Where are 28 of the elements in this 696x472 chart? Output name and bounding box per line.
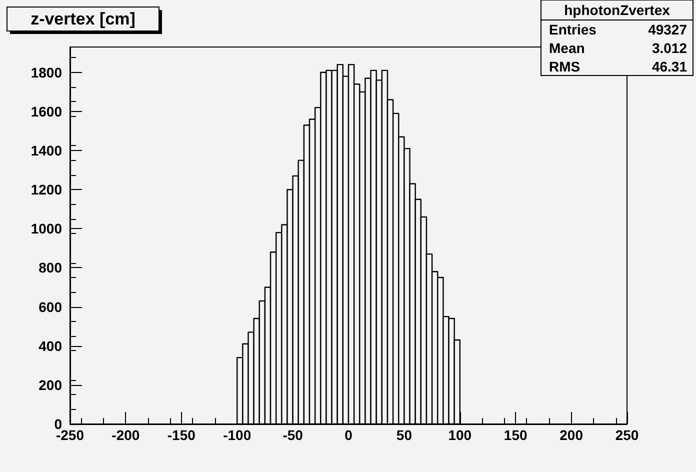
y-tick-label: 1000 [30,220,62,237]
x-tick-label: 250 [615,427,639,443]
x-tick-label: -200 [112,427,140,443]
x-tick-label: -50 [282,427,304,443]
annotation: Mean [549,40,585,56]
annotation: RMS [549,58,580,74]
text: 46.31 [652,58,688,74]
x-tick-label: 100 [448,427,472,443]
y-tick-label: 0 [54,416,62,432]
y-tick-label: 200 [38,376,62,393]
x-tick-label: -150 [167,427,196,443]
y-tick-label: 1800 [30,64,62,80]
x-tick-label: -100 [223,427,252,443]
y-tick-label: 400 [38,338,62,354]
x-tick-label: 0 [344,427,353,443]
chart-title: z-vertex [cm] [30,10,136,28]
text: 3.012 [652,40,688,56]
text: Entries [549,21,597,38]
y-tick-label: 1600 [30,103,62,120]
text: hphotonZvertex [564,2,670,18]
y-tick-label: 800 [38,260,62,276]
x-tick-label: 200 [560,427,584,443]
x-tick-label: 50 [396,427,412,443]
text: 49327 [648,21,688,38]
y-tick-label: 1400 [30,142,62,159]
x-tick-label: 150 [504,427,528,443]
y-tick-label: 600 [38,298,62,315]
y-tick-label: 1200 [30,182,62,198]
